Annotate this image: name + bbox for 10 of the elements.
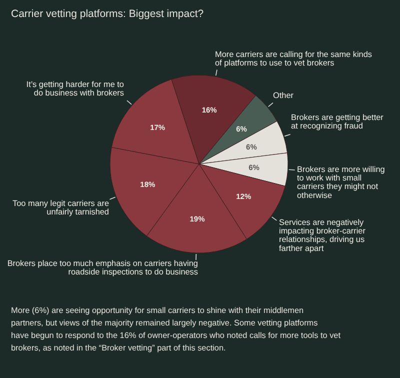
- slice-label: Too many legit carriers are unfairly tarnished: [12, 199, 110, 217]
- slice-label: More carriers are calling for the same kinds of platforms to use to vet brokers: [215, 50, 372, 68]
- slice-label: Brokers are more willing to work with small carriers they might not otherwise: [297, 165, 386, 200]
- chart-title: Carrier vetting platforms: Biggest impact?: [11, 8, 204, 20]
- slice-label: Other: [273, 91, 294, 100]
- slice-label: Services are negatively impacting broker-carrier relationships, driving us farther apart: [279, 218, 366, 253]
- text: More (6%) are seeing opportunity for small carriers to shine with their middlemen partners, but views of the majority remained largely negative. Some vetting platforms have begun to respond to the 16% of owner-operators who noted calls for more tools to vet brokers, as noted in the “Broker vetting” part of this section.: [11, 306, 342, 352]
- slice-label: It’s getting harder for me to do business with brokers: [26, 80, 124, 98]
- slice-label: Brokers are getting better at recognizing fraud: [291, 113, 384, 131]
- slice-label: Brokers place too much emphasis on carriers having roadside inspections to do business: [7, 259, 198, 277]
